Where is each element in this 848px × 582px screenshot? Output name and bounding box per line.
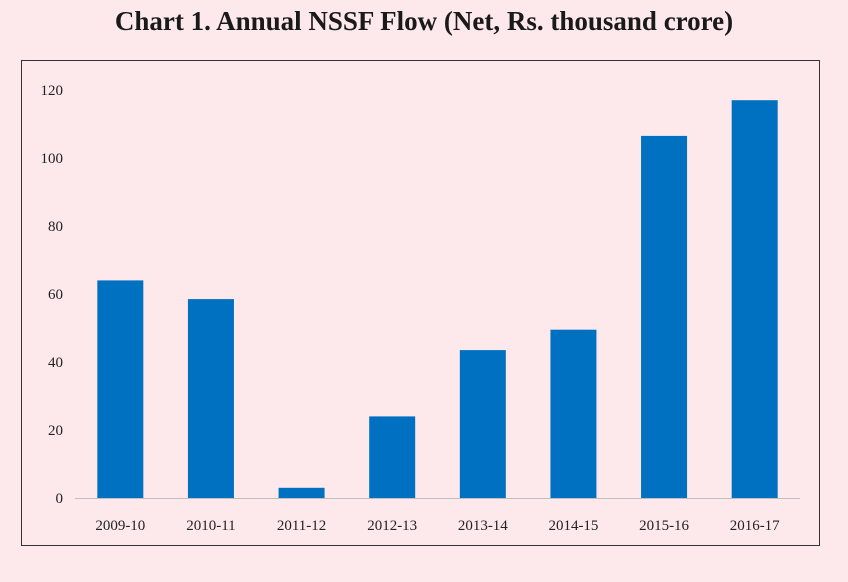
chart-title: Chart 1. Annual NSSF Flow (Net, Rs. thou… (114, 6, 734, 36)
y-tick-label: 120 (41, 83, 64, 99)
bar (97, 280, 144, 498)
x-tick-label: 2009-10 (95, 518, 145, 534)
x-tick-label: 2011-12 (277, 518, 326, 534)
bar (187, 299, 234, 498)
chart-frame (21, 60, 820, 546)
bar (641, 135, 688, 498)
bar (731, 100, 778, 498)
x-tick-label: 2012-13 (367, 518, 417, 534)
bar (459, 350, 506, 498)
bar (369, 416, 416, 498)
y-tick-label: 80 (48, 219, 63, 235)
x-tick-label: 2014-15 (548, 518, 598, 534)
x-tick-label: 2015-16 (639, 518, 689, 534)
bar (550, 329, 597, 498)
y-tick-label: 60 (48, 287, 63, 303)
x-tick-label: 2010-11 (186, 518, 235, 534)
y-tick-label: 40 (48, 355, 63, 371)
x-tick-label: 2016-17 (730, 518, 780, 534)
y-tick-label: 20 (48, 423, 63, 439)
y-tick-label: 0 (56, 491, 64, 507)
bar (278, 487, 325, 498)
x-tick-label: 2013-14 (458, 518, 508, 534)
y-tick-label: 100 (41, 151, 64, 167)
